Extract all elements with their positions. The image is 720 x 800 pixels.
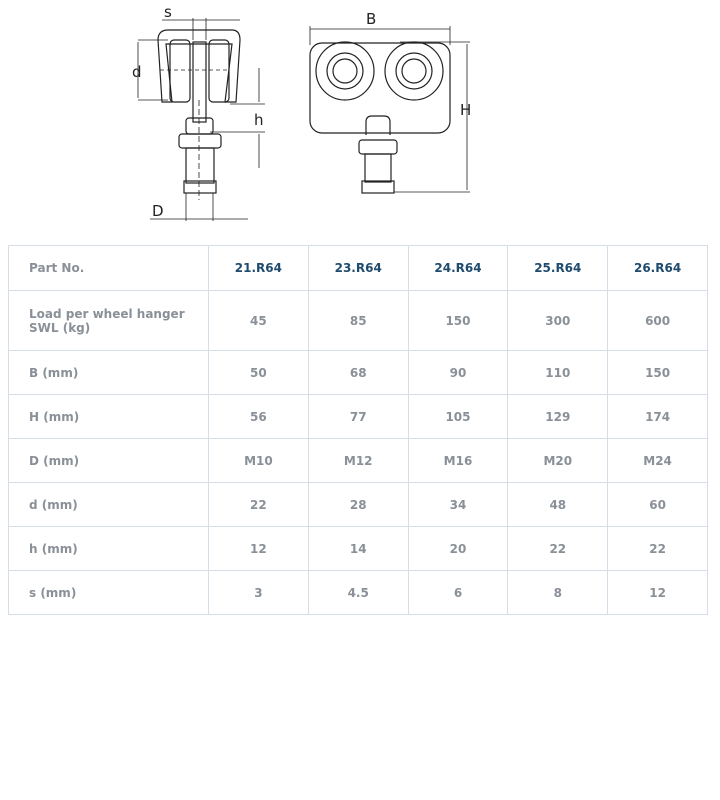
front-view	[309, 26, 470, 194]
table-cell: 28	[307, 482, 409, 527]
table-cell: 129	[507, 394, 609, 439]
table-cell: 56	[208, 394, 309, 439]
table-cell: 12	[607, 570, 708, 615]
row-label: d (mm)	[8, 482, 209, 527]
column-header: 25.R64	[507, 245, 609, 291]
column-header: 23.R64	[307, 245, 409, 291]
table-cell: 85	[307, 290, 409, 351]
column-header: 24.R64	[407, 245, 509, 291]
technical-drawing: s d h D B H	[132, 3, 471, 221]
table-row: B (mm) 50 68 90 110 150	[8, 350, 708, 395]
table-cell: 48	[507, 482, 609, 527]
row-label: s (mm)	[8, 570, 209, 615]
table-cell: 150	[607, 350, 708, 395]
table-cell: M20	[507, 438, 609, 483]
table-cell: 110	[507, 350, 609, 395]
table-row: h (mm) 12 14 20 22 22	[8, 526, 708, 571]
table-cell: M10	[208, 438, 309, 483]
table-cell: 12	[208, 526, 309, 571]
column-header: 21.R64	[208, 245, 309, 291]
dim-label-d: d	[132, 63, 142, 81]
table-cell: 14	[307, 526, 409, 571]
table-cell: M12	[307, 438, 409, 483]
table-cell: 22	[507, 526, 609, 571]
table-cell: 90	[407, 350, 509, 395]
table-header-row: Part No. 21.R64 23.R64 24.R64 25.R64 26.…	[8, 245, 708, 291]
table-cell: 68	[307, 350, 409, 395]
table-cell: 50	[208, 350, 309, 395]
table-row: H (mm) 56 77 105 129 174	[8, 394, 708, 439]
table-cell: 600	[607, 290, 708, 351]
table-cell: 34	[407, 482, 509, 527]
table-row: D (mm) M10 M12 M16 M20 M24	[8, 438, 708, 483]
table-cell: 105	[407, 394, 509, 439]
table-row: s (mm) 3 4.5 6 8 12	[8, 570, 708, 615]
table-cell: 20	[407, 526, 509, 571]
row-label: B (mm)	[8, 350, 209, 395]
table-cell: 4.5	[307, 570, 409, 615]
header-label: Part No.	[8, 245, 209, 291]
table-cell: 300	[507, 290, 609, 351]
table-cell: M16	[407, 438, 509, 483]
table-cell: 45	[208, 290, 309, 351]
table-row: d (mm) 22 28 34 48 60	[8, 482, 708, 527]
table-cell: M24	[607, 438, 708, 483]
row-label: D (mm)	[8, 438, 209, 483]
row-label: H (mm)	[8, 394, 209, 439]
table-cell: 150	[407, 290, 509, 351]
dim-label-h: h	[254, 111, 264, 129]
row-label: h (mm)	[8, 526, 209, 571]
table-cell: 8	[507, 570, 609, 615]
table-cell: 174	[607, 394, 708, 439]
table-cell: 22	[607, 526, 708, 571]
dim-label-D: D	[152, 202, 164, 220]
side-view	[137, 18, 265, 221]
table-cell: 77	[307, 394, 409, 439]
table-cell: 3	[208, 570, 309, 615]
table-row: Load per wheel hanger SWL (kg) 45 85 150 300…	[8, 290, 708, 351]
table-cell: 60	[607, 482, 708, 527]
row-label: Load per wheel hanger SWL (kg)	[8, 290, 209, 351]
spec-table: Part No. 21.R64 23.R64 24.R64 25.R64 26.…	[8, 245, 708, 615]
dim-label-B: B	[366, 10, 376, 28]
table-cell: 6	[407, 570, 509, 615]
column-header: 26.R64	[607, 245, 708, 291]
dim-label-H: H	[460, 101, 471, 119]
dim-label-s: s	[164, 3, 172, 21]
table-cell: 22	[208, 482, 309, 527]
